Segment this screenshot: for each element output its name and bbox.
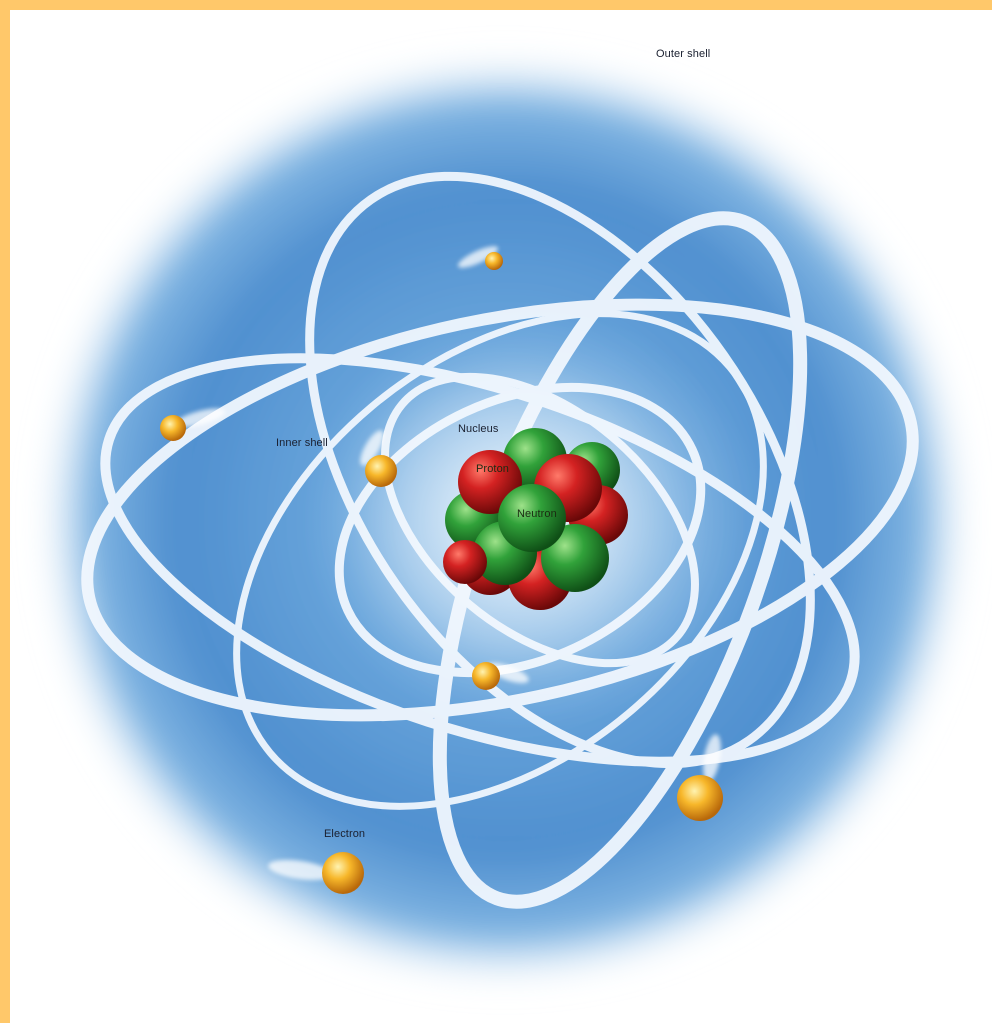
- neutron-label: Neutron: [517, 508, 557, 520]
- electron-particle: [365, 455, 397, 487]
- electron-particle: [485, 252, 503, 270]
- electron-particle: [160, 415, 186, 441]
- electron-particle: [677, 775, 723, 821]
- nucleus: [443, 428, 628, 610]
- proton-particle: [443, 540, 487, 584]
- frame-left-border: [0, 0, 10, 1023]
- neutron-particle: [498, 484, 566, 552]
- inner-shell-label: Inner shell: [276, 437, 328, 449]
- inner-orbit-1: [334, 382, 706, 678]
- electron-particle: [322, 852, 364, 894]
- frame-top-border: [0, 0, 992, 10]
- electrons: [160, 252, 723, 894]
- electron-label: Electron: [324, 828, 366, 840]
- nucleus-label: Nucleus: [458, 423, 499, 435]
- electron-particle: [472, 662, 500, 690]
- outer-shell-label: Outer shell: [656, 48, 711, 60]
- neutron-particle: [541, 524, 609, 592]
- orbit-ribbons: [81, 171, 919, 909]
- outer-orbit-3: [305, 171, 815, 769]
- outer-orbit-1: [81, 298, 919, 722]
- proton-label: Proton: [476, 463, 510, 475]
- outer-orbit-5: [233, 310, 767, 810]
- inner-orbit-2: [381, 372, 699, 668]
- electron-trails: [174, 246, 721, 880]
